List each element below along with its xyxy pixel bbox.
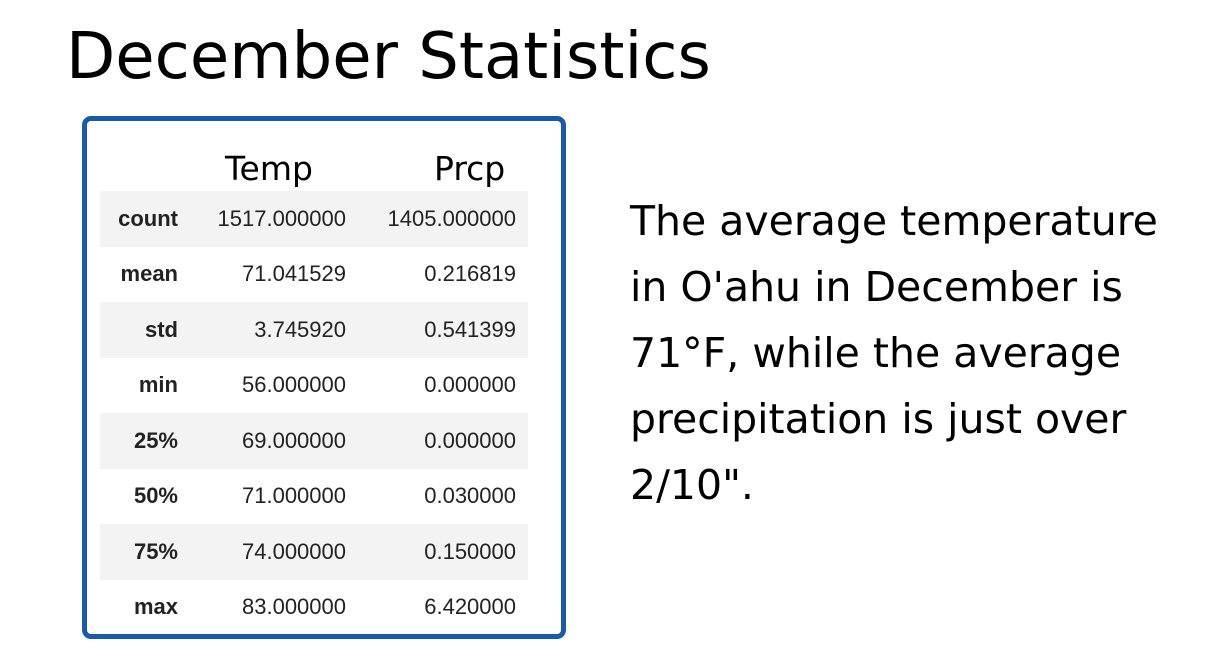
page-title: December Statistics <box>66 20 711 94</box>
row-label: max <box>133 594 178 620</box>
temp-cell: 3.745920 <box>184 302 352 358</box>
temp-cell: 83.000000 <box>242 594 346 620</box>
prcp-cell: 1405.000000 <box>352 191 528 247</box>
prcp-cell: 0.216819 <box>424 261 516 287</box>
prcp-cell: 0.150000 <box>352 524 528 580</box>
table-row: mean 71.041529 0.216819 <box>100 247 528 303</box>
stats-table-frame: Temp Prcp count 1517.000000 1405.000000 … <box>82 116 566 639</box>
table-row: min 56.000000 0.000000 <box>100 358 528 414</box>
table-row: 75% 74.000000 0.150000 <box>100 524 528 580</box>
temp-cell: 69.000000 <box>184 413 352 469</box>
table-row: 25% 69.000000 0.000000 <box>100 413 528 469</box>
row-label: count <box>100 191 184 247</box>
column-header-prcp: Prcp <box>434 149 506 188</box>
table-header-row: Temp Prcp <box>87 145 561 193</box>
summary-text: The average temperature in O'ahu in Dece… <box>630 197 1158 509</box>
table-row: max 83.000000 6.420000 <box>100 580 528 636</box>
prcp-cell: 0.541399 <box>352 302 528 358</box>
row-label: 25% <box>100 413 184 469</box>
temp-cell: 1517.000000 <box>184 191 352 247</box>
row-label: 50% <box>133 483 178 509</box>
table-row: 50% 71.000000 0.030000 <box>100 469 528 525</box>
temp-cell: 71.000000 <box>242 483 346 509</box>
column-header-temp: Temp <box>225 149 313 188</box>
prcp-cell: 0.030000 <box>424 483 516 509</box>
row-label: mean <box>120 261 178 287</box>
row-label: std <box>100 302 184 358</box>
prcp-cell: 0.000000 <box>352 413 528 469</box>
table-row: count 1517.000000 1405.000000 <box>100 191 528 247</box>
temp-cell: 56.000000 <box>242 372 346 398</box>
temp-cell: 74.000000 <box>184 524 352 580</box>
prcp-cell: 6.420000 <box>424 594 516 620</box>
table-row: std 3.745920 0.541399 <box>100 302 528 358</box>
row-label: 75% <box>100 524 184 580</box>
prcp-cell: 0.000000 <box>424 372 516 398</box>
stats-table: count 1517.000000 1405.000000 mean 71.04… <box>100 191 528 635</box>
row-label: min <box>138 372 178 398</box>
temp-cell: 71.041529 <box>242 261 346 287</box>
